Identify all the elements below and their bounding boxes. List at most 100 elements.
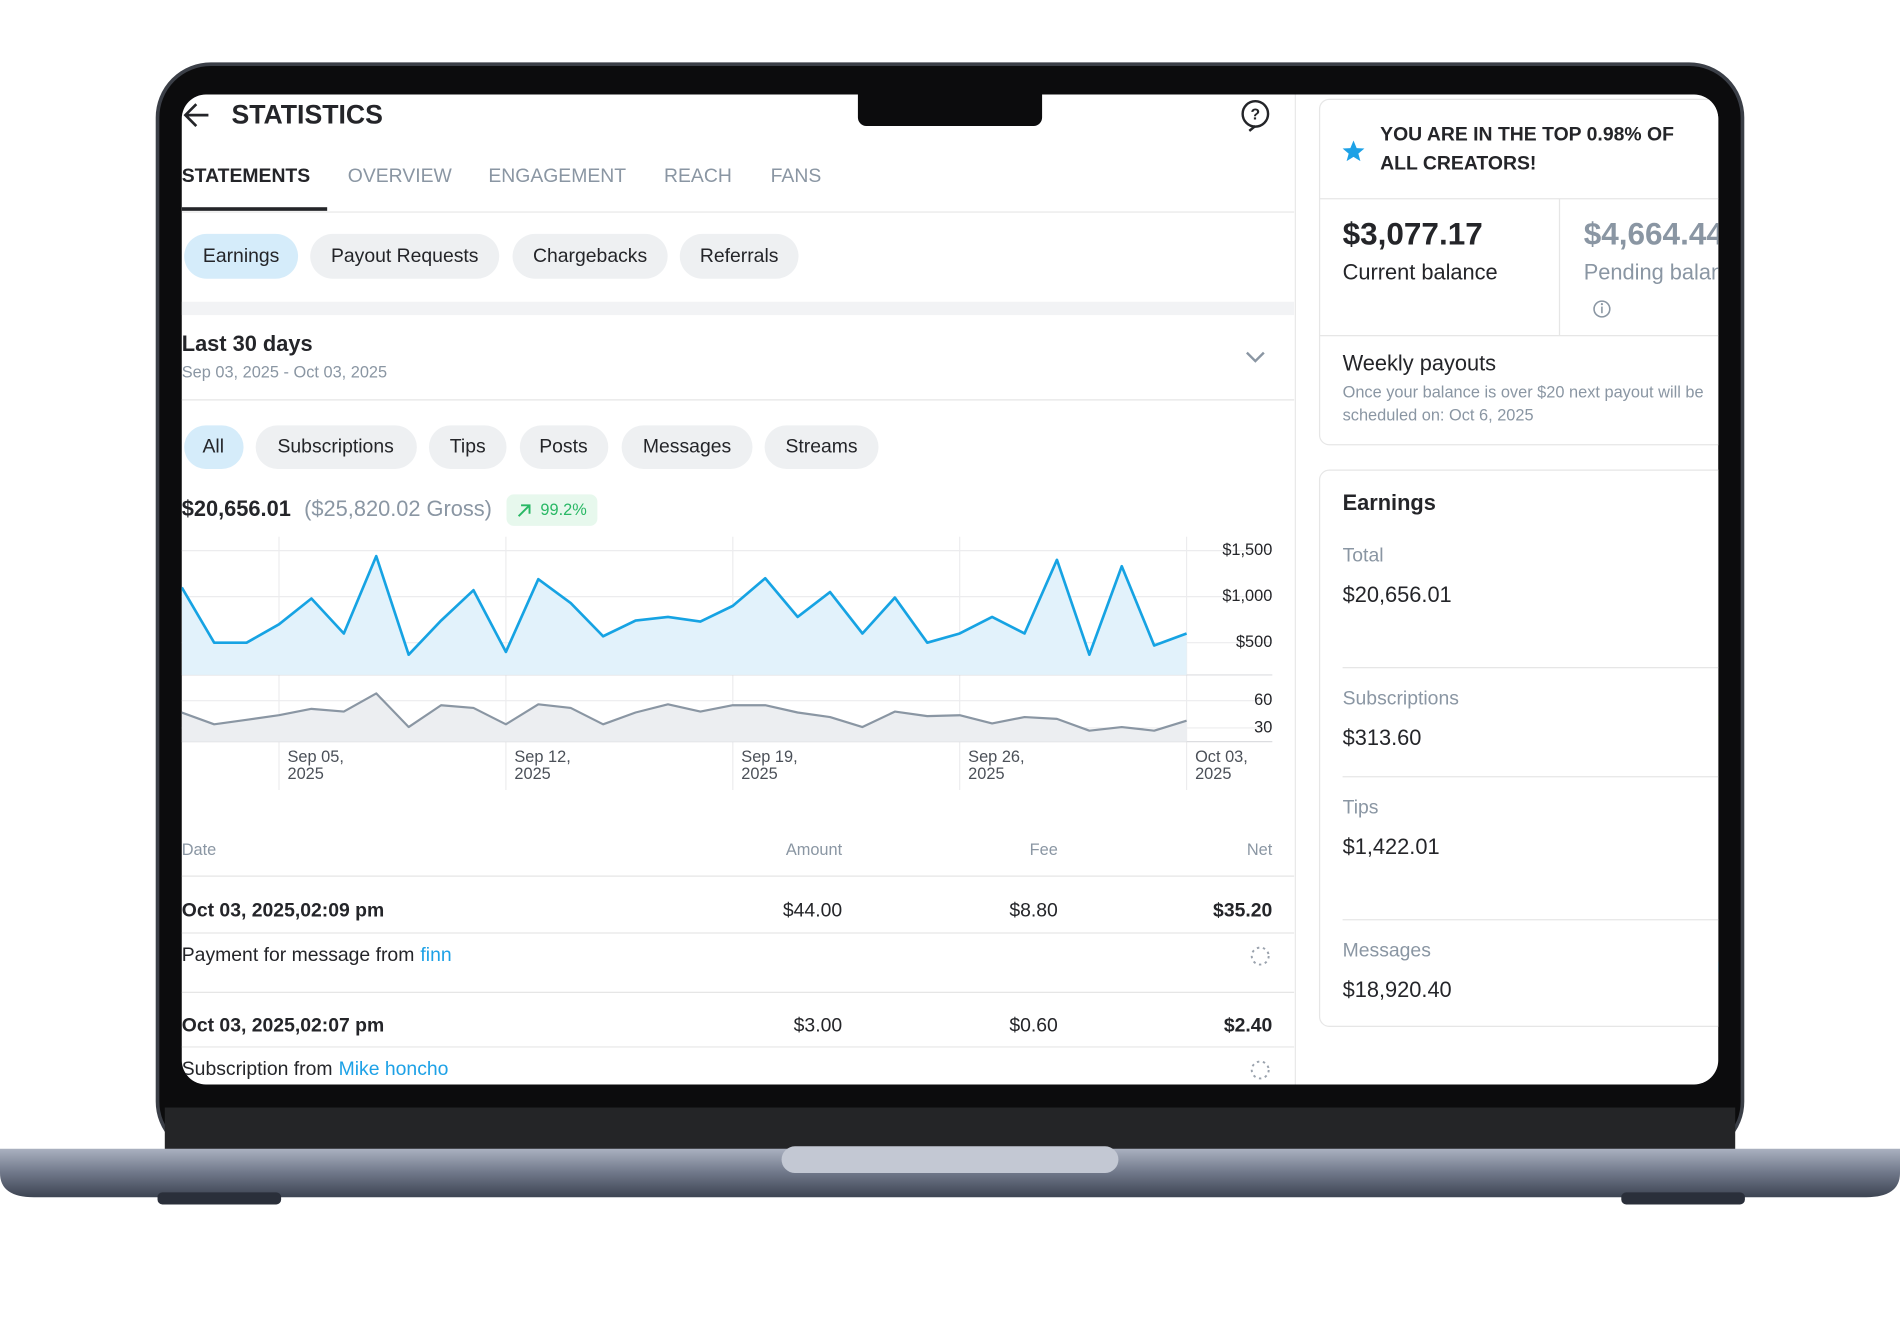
svg-text:?: ? (1251, 106, 1261, 123)
user-link[interactable]: finn (420, 944, 451, 966)
y-tick-label: $1,500 (1222, 541, 1272, 559)
chip-label: Posts (539, 435, 587, 457)
chip-label: Payout Requests (331, 245, 479, 267)
payouts-title: Weekly payouts (1343, 350, 1497, 375)
item-value: $18,920.40 (1343, 977, 1452, 1002)
row-date: Oct 03, 2025,02:07 pm (182, 1014, 384, 1036)
x-tick-label: Sep 19, 2025 (741, 747, 798, 783)
foot (157, 1192, 282, 1205)
chip[interactable] (310, 233, 500, 279)
change-value: 99.2% (540, 501, 586, 519)
item-label: Messages (1343, 939, 1431, 961)
earnings-card (1318, 469, 1719, 1027)
chip[interactable] (764, 425, 879, 469)
y-tick-label: 30 (1254, 718, 1272, 736)
spinner (1250, 1060, 1270, 1080)
line (181, 554, 1188, 657)
tab[interactable]: ENGAGEMENT (488, 165, 626, 187)
item-label: Subscriptions (1343, 687, 1459, 709)
chip-label: Earnings (203, 245, 279, 267)
column-header: Date (182, 841, 217, 859)
balance-label: Pending balance (1584, 260, 1746, 285)
chip[interactable] (184, 425, 244, 469)
chip-label: Referrals (700, 245, 779, 267)
net-total: $20,656.01 (182, 496, 291, 521)
row-fee: $0.60 (1009, 1014, 1058, 1036)
earnings-title: Earnings (1343, 490, 1436, 515)
description: Subscription from (182, 1058, 333, 1080)
item-value: $20,656.01 (1343, 582, 1452, 607)
change-badge (506, 494, 598, 526)
area (181, 693, 1187, 742)
balance-value: $3,077.17 (1343, 216, 1483, 252)
chip-label: Tips (450, 435, 486, 457)
base-notch (781, 1146, 1119, 1173)
row-description: Subscription from Mike honcho (182, 1058, 449, 1080)
line (181, 692, 1187, 732)
balance-label: Current balance (1343, 260, 1498, 285)
chip-label: Messages (643, 435, 731, 457)
trend-arrow (517, 504, 531, 517)
camera-notch (857, 94, 1043, 127)
row-description: Payment for message from finn (182, 944, 452, 966)
period-range: Sep 03, 2025 - Oct 03, 2025 (182, 364, 387, 382)
balance-value: $4,664.44 (1584, 216, 1725, 252)
user-link[interactable]: Mike honcho (339, 1058, 449, 1080)
chip-label: Subscriptions (277, 435, 393, 457)
chip[interactable] (184, 233, 299, 279)
chip[interactable] (255, 425, 417, 469)
info-icon[interactable] (1593, 300, 1611, 318)
description: Payment for message from (182, 944, 415, 966)
balance-card (1318, 98, 1719, 446)
chip[interactable] (512, 233, 668, 279)
column-header: Net (1247, 841, 1273, 859)
item-value: $313.60 (1343, 725, 1422, 750)
band (181, 301, 1295, 316)
row-amount: $44.00 (783, 899, 842, 921)
x-tick-label: Oct 03, 2025 (1195, 747, 1248, 783)
chip[interactable] (679, 233, 799, 279)
x-tick-label: Sep 12, 2025 (514, 747, 571, 783)
chip[interactable] (519, 425, 609, 469)
rank-banner: YOU ARE IN THE TOP 0.98% OF ALL CREATORS… (1380, 124, 1674, 175)
back-button[interactable] (183, 103, 209, 127)
row-net: $2.40 (1224, 1014, 1273, 1036)
item-label: Total (1343, 544, 1384, 566)
page-title: STATISTICS (231, 99, 382, 129)
chip[interactable] (621, 425, 753, 469)
y-tick-label: 60 (1254, 691, 1272, 709)
tab[interactable]: STATEMENTS (182, 165, 311, 187)
dropdown-chevron[interactable] (1246, 351, 1265, 363)
tab[interactable]: OVERVIEW (348, 165, 453, 187)
chip-label: Streams (785, 435, 857, 457)
gross-total: ($25,820.02 Gross) (304, 496, 492, 521)
item-label: Tips (1343, 796, 1379, 818)
row-fee: $8.80 (1009, 899, 1058, 921)
chip-label: All (202, 435, 224, 457)
spinner (1250, 946, 1270, 966)
x-tick-label: Sep 26, 2025 (968, 747, 1025, 783)
payouts-note: Once your balance is over $20 next payou… (1342, 382, 1704, 425)
star-icon (1342, 140, 1365, 162)
tab-indicator (181, 207, 328, 211)
column-header: Fee (1030, 841, 1058, 859)
foot (1621, 1192, 1745, 1205)
item-value: $1,422.01 (1343, 834, 1440, 859)
row-date: Oct 03, 2025,02:09 pm (182, 899, 384, 921)
tab[interactable]: FANS (771, 165, 822, 187)
area (181, 556, 1187, 675)
y-tick-label: $1,000 (1222, 587, 1272, 605)
chip[interactable] (428, 425, 507, 469)
x-tick-label: Sep 05, 2025 (287, 747, 344, 783)
help-button[interactable]: ? (1241, 99, 1270, 132)
chin (164, 1107, 1736, 1152)
column-header: Amount (786, 841, 843, 859)
chip-label: Chargebacks (533, 245, 647, 267)
y-tick-label: $500 (1236, 633, 1272, 651)
period-label[interactable]: Last 30 days (182, 331, 313, 356)
tab[interactable]: REACH (664, 165, 732, 187)
